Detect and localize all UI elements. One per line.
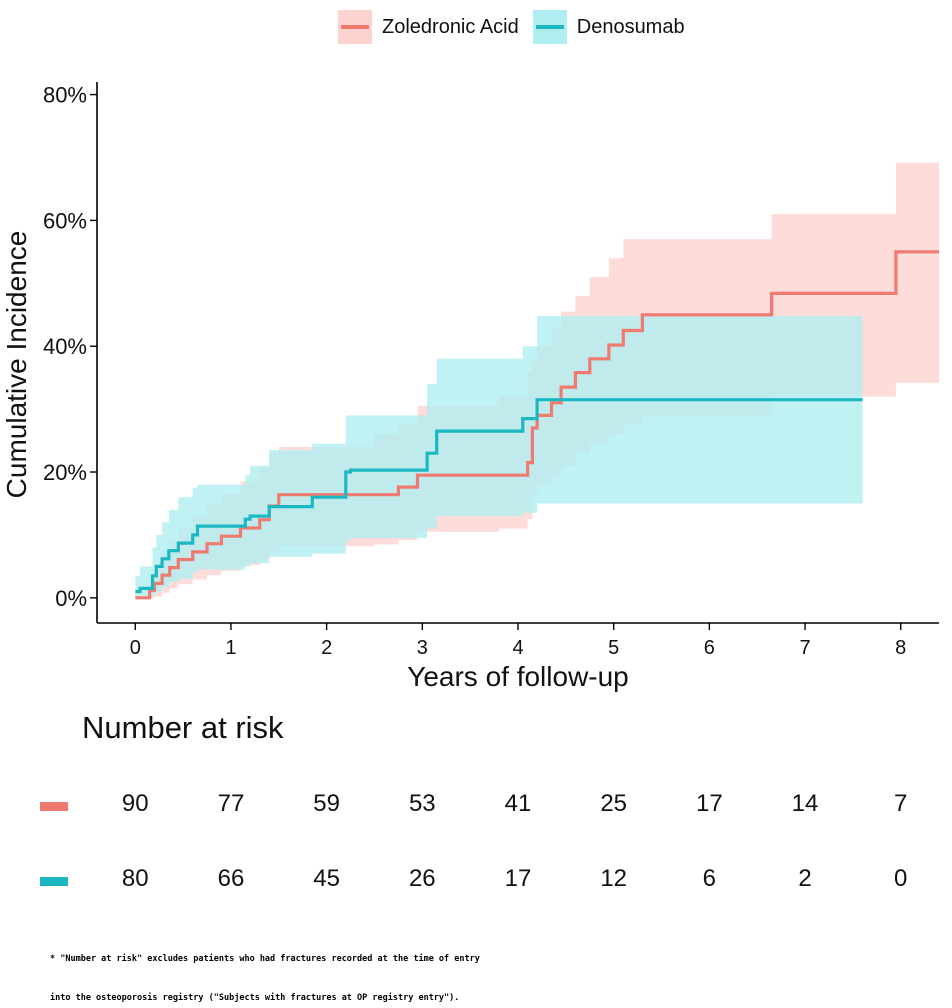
ci-band-denosumab [135, 316, 863, 598]
x-tick-label: 7 [799, 637, 810, 659]
x-tick-label: 3 [417, 637, 428, 659]
y-axis-title: Cumulative Incidence [1, 231, 32, 499]
x-axis-title: Years of follow-up [407, 661, 629, 692]
risk-count: 53 [408, 790, 436, 817]
legend-item-denosumab: Denosumab [532, 10, 685, 44]
legend-key-zoledronic-acid [338, 10, 372, 44]
cumulative-incidence-chart: 0 1 2 3 4 5 6 7 80%20%40%60%80%Years of follow-u… [1, 82, 940, 692]
y-tick-label: 0% [55, 586, 87, 611]
risk-count: 0 [894, 865, 908, 892]
risk-swatch-zoledronic-acid [40, 802, 68, 811]
legend-item-zoledronic-acid: Zoledronic Acid [338, 10, 519, 44]
risk-count: 59 [313, 790, 340, 817]
y-tick-label: 80% [43, 83, 87, 108]
legend-key-denosumab [532, 10, 567, 44]
risk-row-denosumab: 80 66 45 26 17 12 6 2 0 [0, 861, 952, 901]
x-tick-label: 8 [895, 637, 906, 659]
risk-count: 12 [600, 865, 628, 892]
risk-table-title: Number at risk [82, 710, 284, 745]
x-tick-label: 6 [704, 637, 715, 659]
risk-row-zoledronic-acid: 90 77 59 53 41 25 17 14 7 [0, 786, 952, 826]
risk-count: 6 [702, 865, 717, 892]
risk-count: 41 [504, 790, 532, 817]
x-tick-label: 0 [130, 637, 141, 659]
risk-count: 26 [408, 865, 436, 892]
risk-count: 17 [696, 790, 723, 817]
risk-count: 45 [313, 865, 340, 892]
risk-count: 17 [504, 865, 532, 892]
x-tick-label: 4 [512, 637, 523, 659]
chart-legend: Zoledronic Acid Denosumab [338, 8, 685, 46]
risk-count: 77 [217, 790, 245, 817]
y-tick-label: 20% [43, 460, 87, 485]
risk-count: 90 [121, 790, 149, 817]
risk-count: 14 [791, 790, 819, 817]
risk-swatch-denosumab [40, 877, 68, 886]
footnote-line-2: into the osteoporosis registry ("Subject… [50, 993, 460, 1003]
risk-count: 7 [894, 790, 908, 817]
risk-count: 25 [600, 790, 628, 817]
legend-label-zoledronic-acid: Zoledronic Acid [382, 15, 519, 38]
risk-count: 2 [798, 865, 812, 892]
x-tick-label: 5 [608, 637, 619, 659]
x-tick-label: 1 [225, 637, 236, 659]
series-line-zoledronic-acid [135, 250, 939, 600]
risk-count: 80 [121, 865, 149, 892]
legend-label-denosumab: Denosumab [576, 15, 685, 38]
x-tick-label: 2 [321, 637, 332, 659]
y-tick-label: 40% [43, 334, 87, 359]
footnote-line-1: * "Number at risk" excludes patients who… [50, 954, 480, 964]
y-tick-label: 60% [43, 208, 87, 233]
series-line-denosumab [135, 398, 863, 594]
risk-count: 66 [217, 865, 245, 892]
